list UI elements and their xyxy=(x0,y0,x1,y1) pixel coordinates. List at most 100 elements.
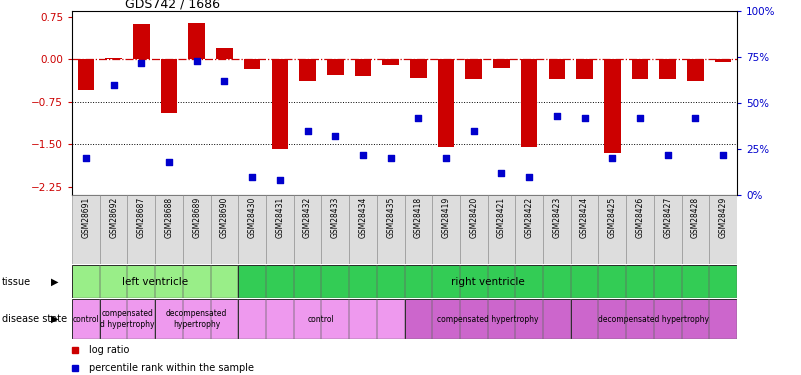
Text: GSM28689: GSM28689 xyxy=(192,196,201,238)
Bar xyxy=(266,299,294,339)
Bar xyxy=(321,299,349,339)
Point xyxy=(467,128,480,134)
Bar xyxy=(239,195,266,264)
Bar xyxy=(488,195,515,264)
Bar xyxy=(571,195,598,264)
Bar xyxy=(133,24,150,59)
Bar xyxy=(300,59,316,81)
Text: GSM28687: GSM28687 xyxy=(137,196,146,238)
Text: GSM28430: GSM28430 xyxy=(248,196,256,238)
Bar xyxy=(632,59,648,79)
Point xyxy=(717,152,730,157)
Text: GSM28427: GSM28427 xyxy=(663,196,672,238)
Point xyxy=(273,177,286,183)
Bar xyxy=(405,195,433,264)
Bar xyxy=(72,265,239,298)
Text: GSM28431: GSM28431 xyxy=(276,196,284,238)
Bar xyxy=(465,59,482,79)
Point xyxy=(79,155,92,161)
Text: GSM28433: GSM28433 xyxy=(331,196,340,238)
Bar xyxy=(155,299,183,339)
Bar xyxy=(626,299,654,339)
Bar xyxy=(460,195,488,264)
Bar xyxy=(682,195,709,264)
Text: GSM28424: GSM28424 xyxy=(580,196,589,238)
Text: ▶: ▶ xyxy=(50,277,58,286)
Bar xyxy=(272,59,288,148)
Bar xyxy=(376,299,405,339)
Text: decompensated hypertrophy: decompensated hypertrophy xyxy=(598,315,710,324)
Text: compensated
d hypertrophy: compensated d hypertrophy xyxy=(100,309,155,329)
Bar xyxy=(598,195,626,264)
Bar xyxy=(709,195,737,264)
Bar xyxy=(598,265,626,298)
Text: GSM28432: GSM28432 xyxy=(303,196,312,238)
Text: GSM28420: GSM28420 xyxy=(469,196,478,238)
Text: GSM28425: GSM28425 xyxy=(608,196,617,238)
Bar xyxy=(493,59,509,68)
Bar xyxy=(714,59,731,62)
Bar xyxy=(626,265,654,298)
Text: GSM28688: GSM28688 xyxy=(164,196,174,237)
Bar xyxy=(433,195,460,264)
Bar xyxy=(355,59,372,76)
Bar xyxy=(410,59,427,78)
Point xyxy=(107,82,120,88)
Bar xyxy=(239,265,266,298)
Bar xyxy=(576,59,593,79)
Bar xyxy=(349,265,376,298)
Text: GSM28419: GSM28419 xyxy=(441,196,450,238)
Bar xyxy=(682,265,709,298)
Text: right ventricle: right ventricle xyxy=(451,277,525,286)
Point xyxy=(384,155,397,161)
Text: tissue: tissue xyxy=(2,277,30,286)
Bar xyxy=(687,59,703,81)
Bar xyxy=(654,265,682,298)
Bar xyxy=(72,265,100,298)
Bar xyxy=(216,48,233,59)
Text: GSM28690: GSM28690 xyxy=(220,196,229,238)
Bar xyxy=(543,195,570,264)
Bar xyxy=(239,299,405,339)
Bar xyxy=(72,299,100,339)
Bar xyxy=(100,265,127,298)
Bar xyxy=(211,265,239,298)
Text: decompensated
hypertrophy: decompensated hypertrophy xyxy=(166,309,227,329)
Bar xyxy=(654,195,682,264)
Point xyxy=(135,60,147,66)
Bar xyxy=(515,299,543,339)
Text: GSM28429: GSM28429 xyxy=(718,196,727,238)
Bar xyxy=(488,265,515,298)
Bar xyxy=(72,195,100,264)
Text: GSM28692: GSM28692 xyxy=(109,196,118,238)
Text: percentile rank within the sample: percentile rank within the sample xyxy=(89,363,254,373)
Bar xyxy=(598,299,626,339)
Bar xyxy=(244,59,260,69)
Point xyxy=(412,115,425,121)
Bar xyxy=(654,299,682,339)
Bar xyxy=(405,265,433,298)
Bar xyxy=(294,265,321,298)
Bar xyxy=(72,299,100,339)
Point xyxy=(689,115,702,121)
Bar xyxy=(571,265,598,298)
Text: GSM28434: GSM28434 xyxy=(359,196,368,238)
Bar xyxy=(571,299,598,339)
Bar xyxy=(571,299,737,339)
Bar xyxy=(211,195,239,264)
Bar xyxy=(155,195,183,264)
Text: GSM28691: GSM28691 xyxy=(82,196,91,238)
Bar xyxy=(161,59,177,113)
Bar xyxy=(382,59,399,65)
Point xyxy=(301,128,314,134)
Point xyxy=(356,152,369,157)
Bar xyxy=(437,59,454,147)
Text: control: control xyxy=(73,315,99,324)
Point xyxy=(606,155,618,161)
Bar xyxy=(460,299,488,339)
Bar xyxy=(183,299,211,339)
Text: ▶: ▶ xyxy=(50,314,58,324)
Bar xyxy=(266,265,294,298)
Bar xyxy=(349,195,376,264)
Point xyxy=(246,174,259,180)
